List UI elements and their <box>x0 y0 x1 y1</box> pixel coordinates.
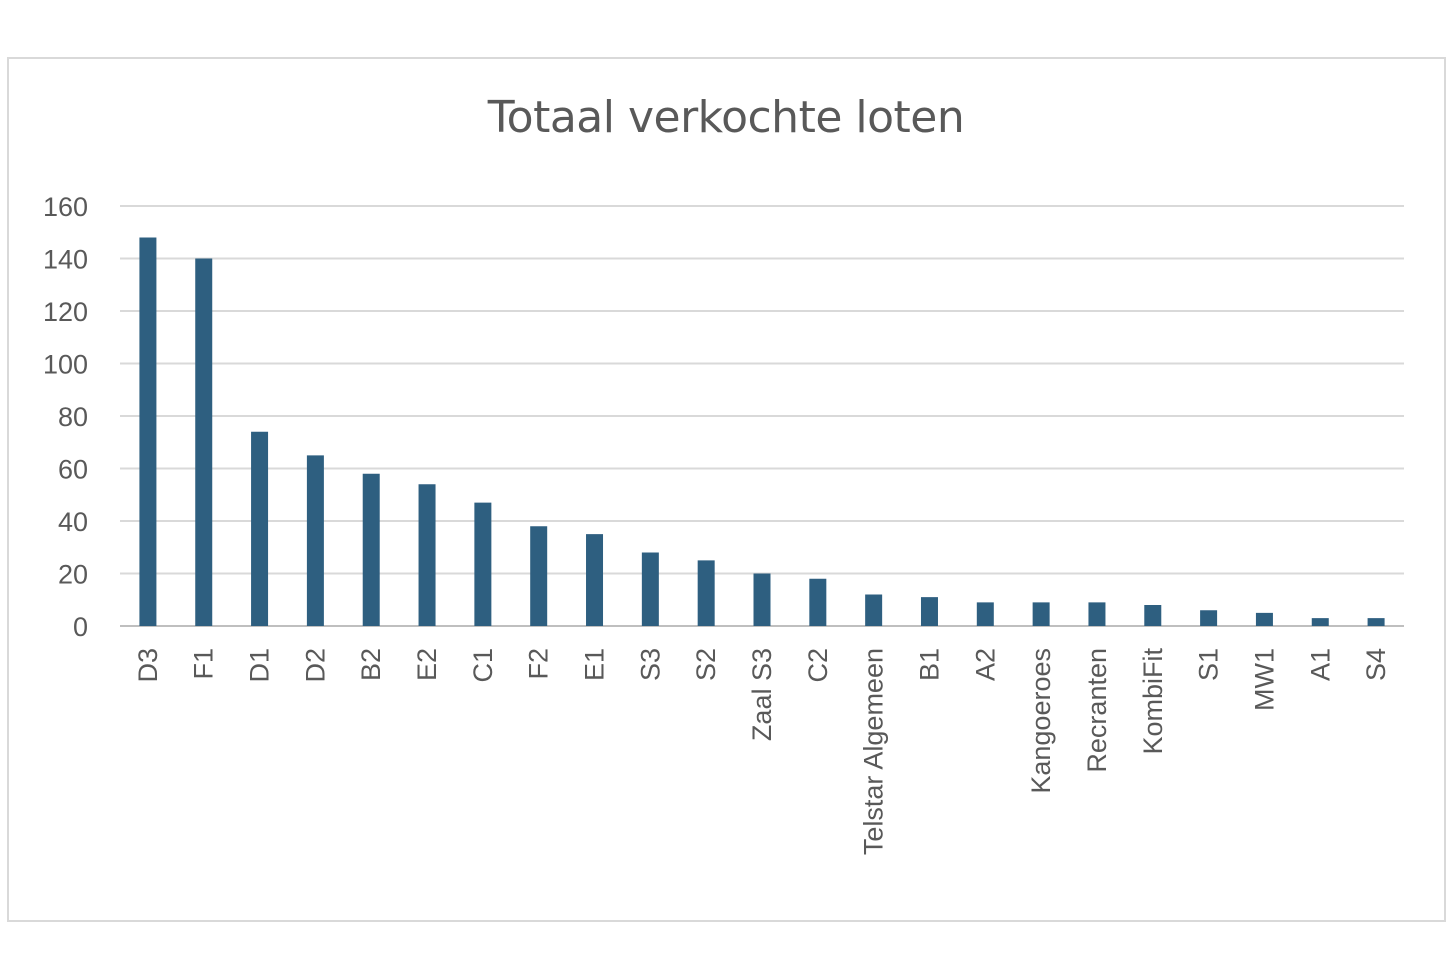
x-tick-label: E2 <box>412 648 442 681</box>
y-tick-label: 140 <box>43 245 88 275</box>
bar-kangoeroes <box>1032 602 1050 626</box>
x-tick-label: S1 <box>1194 648 1224 681</box>
bar-f1 <box>195 258 213 626</box>
bar-s1 <box>1200 610 1218 626</box>
x-tick-label: Kangoeroes <box>1026 648 1056 794</box>
x-tick-label: E1 <box>580 648 610 681</box>
x-tick-label: Zaal S3 <box>747 648 777 741</box>
bar-telstar-algemeen <box>865 594 883 626</box>
y-tick-label: 100 <box>43 350 88 380</box>
bar-d3 <box>139 237 157 626</box>
bars <box>139 237 1385 626</box>
y-tick-label: 20 <box>58 560 88 590</box>
bar-kombifit <box>1144 605 1162 626</box>
bar-a1 <box>1311 618 1329 626</box>
y-axis-ticks: 0 20 40 60 80 100 120 140 160 <box>43 192 88 642</box>
bar-s3 <box>641 552 659 626</box>
bar-zaal-s3 <box>753 573 771 626</box>
x-tick-label: B2 <box>356 648 386 681</box>
bar-c2 <box>809 578 827 626</box>
x-tick-label: A2 <box>970 648 1000 681</box>
bar-e1 <box>586 534 604 626</box>
x-tick-label: MW1 <box>1249 648 1279 711</box>
bar-d2 <box>306 455 324 626</box>
chart-title: Totaal verkochte loten <box>487 92 965 143</box>
y-tick-label: 80 <box>58 402 88 432</box>
x-tick-label: C2 <box>803 648 833 683</box>
x-tick-label: D1 <box>245 648 275 683</box>
x-tick-label: KombiFit <box>1138 648 1168 755</box>
bar-d1 <box>251 431 269 626</box>
y-tick-label: 60 <box>58 455 88 485</box>
x-tick-label: S4 <box>1361 648 1391 681</box>
x-tick-label: S3 <box>635 648 665 681</box>
y-tick-label: 0 <box>73 612 88 642</box>
bar-recranten <box>1088 602 1106 626</box>
y-tick-label: 40 <box>58 507 88 537</box>
x-axis-ticks: D3 F1 D1 D2 B2 E2 C1 F2 E1 S3 S2 Zaal S3 C2 Telstar A… <box>133 648 1391 856</box>
x-tick-label: D2 <box>300 648 330 683</box>
bar-b2 <box>362 473 380 626</box>
y-tick-label: 160 <box>43 192 88 222</box>
x-tick-label: C1 <box>468 648 498 683</box>
bar-mw1 <box>1255 612 1273 626</box>
x-tick-label: S2 <box>691 648 721 681</box>
y-tick-label: 120 <box>43 297 88 327</box>
bar-s4 <box>1367 618 1385 626</box>
x-tick-label: A1 <box>1305 648 1335 681</box>
bar-a2 <box>976 602 994 626</box>
gridlines <box>120 205 1404 627</box>
chart-frame <box>7 57 1446 922</box>
x-tick-label: D3 <box>133 648 163 683</box>
bar-f2 <box>530 526 548 626</box>
x-tick-label: F2 <box>524 648 554 680</box>
x-tick-label: F1 <box>189 648 219 680</box>
bar-e2 <box>418 484 436 626</box>
bar-b1 <box>920 597 938 626</box>
bar-s2 <box>697 560 715 626</box>
bar-c1 <box>474 502 492 626</box>
x-tick-label: B1 <box>914 648 944 681</box>
x-tick-label: Recranten <box>1082 648 1112 773</box>
x-tick-label: Telstar Algemeen <box>859 648 889 855</box>
